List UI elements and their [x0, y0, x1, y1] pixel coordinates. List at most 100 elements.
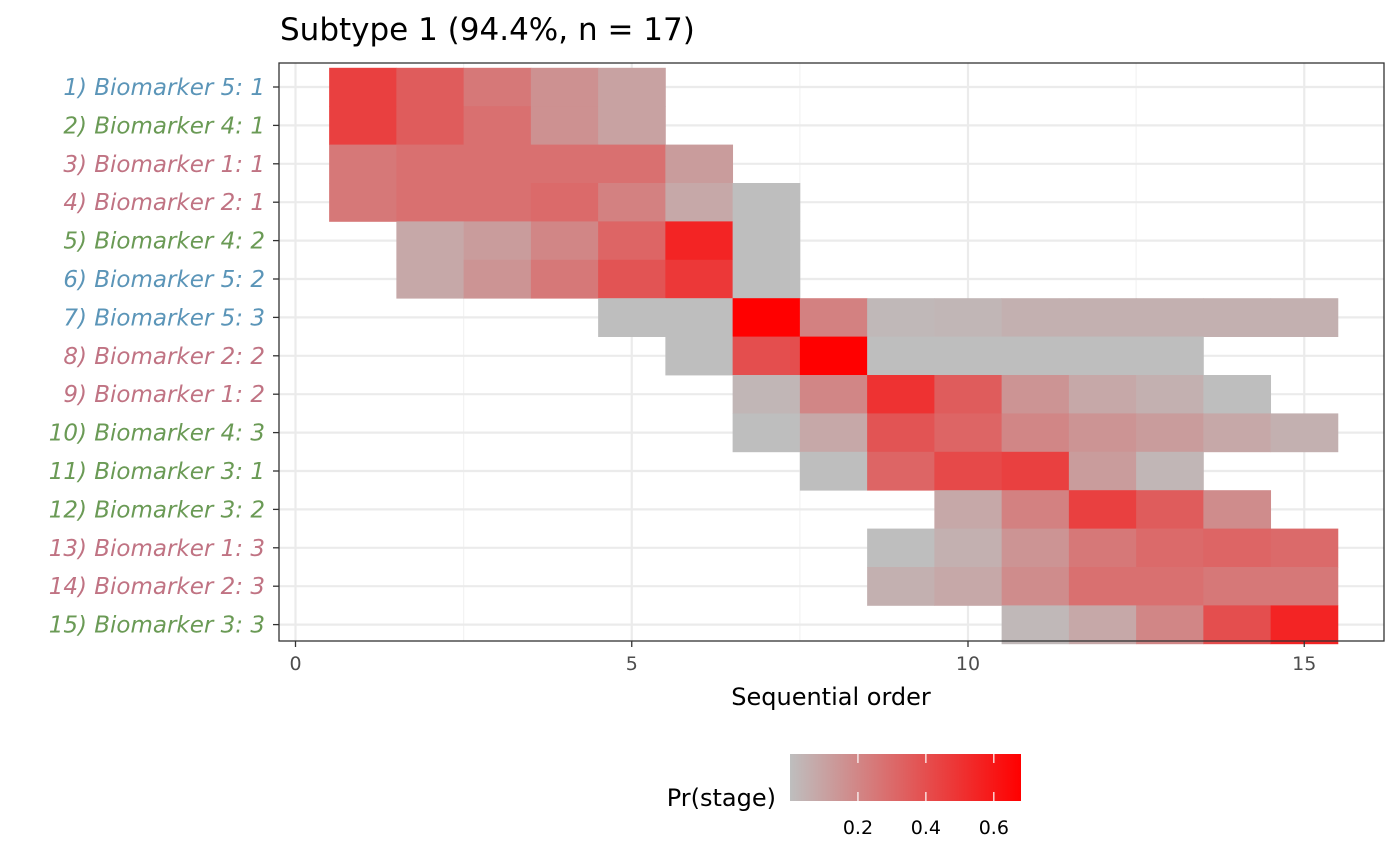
heatmap-cell: [1068, 528, 1137, 568]
legend-ticks: 0.2 0.4 0.6: [843, 754, 1009, 839]
heatmap-cell: [799, 413, 868, 453]
y-tick-label: 5) Biomarker 4: 2: [63, 229, 265, 255]
heatmap-cell: [799, 451, 868, 491]
heatmap-cell: [732, 413, 801, 453]
heatmap-cell: [396, 67, 465, 107]
heatmap-cell: [463, 144, 532, 184]
x-tick-label: 10: [956, 653, 980, 675]
heatmap-cell: [598, 144, 666, 184]
heatmap-cell: [530, 106, 599, 145]
heatmap-cell: [1001, 336, 1070, 376]
heatmap-cell: [396, 183, 465, 222]
heatmap-cell: [867, 567, 935, 606]
x-tick-label: 0: [289, 653, 301, 675]
heatmap-cell: [396, 259, 465, 299]
heatmap-cell: [1068, 336, 1137, 376]
heatmap-cell: [530, 259, 599, 299]
heatmap-cell: [665, 298, 734, 337]
heatmap-cell: [1001, 375, 1070, 414]
heatmap-cell: [1203, 375, 1272, 414]
heatmap-cell: [867, 528, 935, 568]
legend-tick-label: 0.2: [843, 817, 873, 839]
y-tick-label: 3) Biomarker 1: 1: [63, 152, 265, 178]
y-tick-label: 8) Biomarker 2: 2: [63, 344, 265, 370]
y-tick-label: 2) Biomarker 4: 1: [63, 113, 265, 139]
heatmap-cell: [1203, 490, 1272, 529]
heatmap-cell: [1001, 413, 1070, 453]
heatmap-cell: [1136, 451, 1204, 491]
plot-panel-border: [278, 62, 1385, 642]
heatmap-cell: [1136, 528, 1204, 568]
heatmap-cell: [1136, 490, 1204, 529]
heatmap-cell: [867, 375, 935, 414]
heatmap-cell: [732, 336, 801, 376]
heatmap-cell: [934, 375, 1003, 414]
heatmap-cell: [1068, 413, 1137, 453]
y-tick-label: 13) Biomarker 1: 3: [49, 536, 265, 562]
heatmap-cell: [1136, 413, 1204, 453]
heatmap-cell: [598, 221, 666, 261]
heatmap-cell: [867, 298, 935, 337]
x-tick-label: 5: [626, 653, 638, 675]
heatmap-cell: [1270, 605, 1339, 645]
heatmap-cell: [934, 567, 1003, 606]
heatmap-cell: [1068, 490, 1137, 529]
color-legend: Pr(stage) 0.2 0.4 0.6: [667, 754, 1021, 839]
heatmap-cell: [1001, 490, 1070, 529]
heatmap-cell: [530, 183, 599, 222]
y-tick-label: 12) Biomarker 3: 2: [49, 497, 265, 523]
heatmap-cell: [1270, 567, 1339, 606]
heatmap-cell: [665, 221, 734, 261]
y-tick-label: 7) Biomarker 5: 3: [63, 305, 265, 331]
heatmap-cell: [463, 259, 532, 299]
heatmap-cell: [530, 144, 599, 184]
heatmap-cell: [1068, 605, 1137, 645]
chart-title: Subtype 1 (94.4%, n = 17): [280, 12, 695, 48]
y-axis-labels: 1) Biomarker 5: 1 2) Biomarker 4: 1 3) Bio…: [49, 75, 279, 639]
heatmap-cell: [732, 221, 801, 261]
heatmap-cell: [1001, 605, 1070, 645]
y-tick-label: 6) Biomarker 5: 2: [63, 267, 265, 293]
heatmap-cell: [1203, 605, 1272, 645]
heatmap-cell: [1068, 298, 1137, 337]
heatmap-cell: [1203, 567, 1272, 606]
heatmap-cell: [934, 451, 1003, 491]
heatmap-cell: [1270, 528, 1339, 568]
heatmap-cell: [934, 490, 1003, 529]
heatmap-cell: [1001, 298, 1070, 337]
heatmap-cell: [665, 183, 734, 222]
heatmap-cell: [732, 375, 801, 414]
heatmap-cell: [463, 183, 532, 222]
heatmap-cell: [799, 336, 868, 376]
heatmap-cell: [1001, 567, 1070, 606]
heatmap-cell: [598, 183, 666, 222]
x-axis-ticks: 0 5 10 15: [289, 641, 1316, 675]
heatmap-cell: [934, 298, 1003, 337]
heatmap-cell: [463, 67, 532, 107]
heatmap-cell: [867, 336, 935, 376]
heatmap-cell: [934, 336, 1003, 376]
legend-colorbar: [790, 754, 1021, 801]
heatmap-cell: [598, 67, 666, 107]
heatmap-cell: [934, 413, 1003, 453]
heatmap-cell: [1136, 375, 1204, 414]
x-axis-title: Sequential order: [731, 683, 931, 711]
legend-title: Pr(stage): [667, 784, 776, 812]
heatmap-cell: [934, 528, 1003, 568]
heatmap-cell: [463, 221, 532, 261]
heatmap-cell: [1136, 336, 1204, 376]
y-tick-label: 10) Biomarker 4: 3: [49, 421, 265, 447]
heatmap-cell: [665, 144, 734, 184]
heatmap-cell: [1203, 413, 1272, 453]
heatmap-cell: [329, 144, 397, 184]
heatmap-cell: [1068, 375, 1137, 414]
legend-tick-label: 0.4: [911, 817, 941, 839]
heatmap-cell: [799, 298, 868, 337]
heatmap-cell: [329, 106, 397, 145]
heatmap-cell: [1068, 567, 1137, 606]
heatmap-cell: [1270, 298, 1339, 337]
y-tick-label: 1) Biomarker 5: 1: [63, 75, 265, 101]
heatmap-cell: [598, 259, 666, 299]
heatmap-cell: [1001, 528, 1070, 568]
